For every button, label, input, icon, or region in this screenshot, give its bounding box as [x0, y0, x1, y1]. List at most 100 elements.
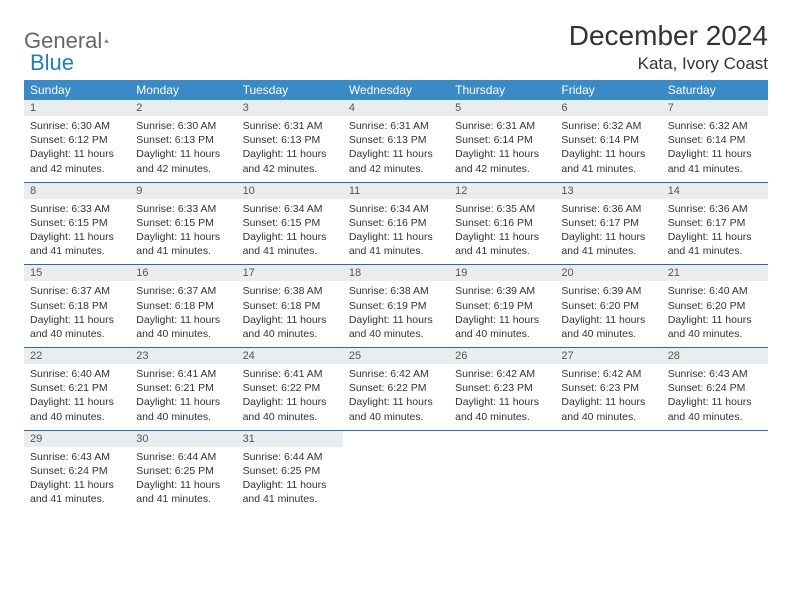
day-number-cell: 28	[662, 348, 768, 365]
sunset-text: Sunset: 6:13 PM	[243, 133, 337, 147]
day-number-cell: 30	[130, 430, 236, 447]
sunset-text: Sunset: 6:13 PM	[136, 133, 230, 147]
day-details-cell: Sunrise: 6:39 AMSunset: 6:19 PMDaylight:…	[449, 281, 555, 347]
daylight-text: Daylight: 11 hours and 40 minutes.	[561, 395, 655, 423]
day-number-cell: 14	[662, 182, 768, 199]
daylight-text: Daylight: 11 hours and 40 minutes.	[136, 395, 230, 423]
sunset-text: Sunset: 6:23 PM	[455, 381, 549, 395]
sunset-text: Sunset: 6:24 PM	[668, 381, 762, 395]
day-details-row: Sunrise: 6:30 AMSunset: 6:12 PMDaylight:…	[24, 116, 768, 182]
sunset-text: Sunset: 6:20 PM	[561, 299, 655, 313]
daylight-text: Daylight: 11 hours and 41 minutes.	[668, 147, 762, 175]
sunset-text: Sunset: 6:14 PM	[668, 133, 762, 147]
daylight-text: Daylight: 11 hours and 42 minutes.	[136, 147, 230, 175]
daylight-text: Daylight: 11 hours and 40 minutes.	[668, 313, 762, 341]
daylight-text: Daylight: 11 hours and 41 minutes.	[349, 230, 443, 258]
sunrise-text: Sunrise: 6:44 AM	[136, 450, 230, 464]
day-number-cell: 16	[130, 265, 236, 282]
daylight-text: Daylight: 11 hours and 41 minutes.	[561, 147, 655, 175]
day-number-cell: 27	[555, 348, 661, 365]
daylight-text: Daylight: 11 hours and 40 minutes.	[349, 313, 443, 341]
sunset-text: Sunset: 6:19 PM	[349, 299, 443, 313]
location: Kata, Ivory Coast	[569, 54, 768, 74]
title-block: December 2024 Kata, Ivory Coast	[569, 20, 768, 74]
day-number-cell	[343, 430, 449, 447]
daylight-text: Daylight: 11 hours and 41 minutes.	[561, 230, 655, 258]
day-details-cell: Sunrise: 6:31 AMSunset: 6:13 PMDaylight:…	[343, 116, 449, 182]
daylight-text: Daylight: 11 hours and 40 minutes.	[30, 395, 124, 423]
day-details-cell: Sunrise: 6:39 AMSunset: 6:20 PMDaylight:…	[555, 281, 661, 347]
day-details-cell: Sunrise: 6:34 AMSunset: 6:15 PMDaylight:…	[237, 199, 343, 265]
header: General December 2024 Kata, Ivory Coast	[24, 20, 768, 74]
sunset-text: Sunset: 6:15 PM	[136, 216, 230, 230]
day-details-cell: Sunrise: 6:42 AMSunset: 6:22 PMDaylight:…	[343, 364, 449, 430]
sunrise-text: Sunrise: 6:38 AM	[243, 284, 337, 298]
sunrise-text: Sunrise: 6:39 AM	[455, 284, 549, 298]
daylight-text: Daylight: 11 hours and 41 minutes.	[30, 478, 124, 506]
sunrise-text: Sunrise: 6:34 AM	[243, 202, 337, 216]
sunrise-text: Sunrise: 6:41 AM	[243, 367, 337, 381]
day-details-cell: Sunrise: 6:36 AMSunset: 6:17 PMDaylight:…	[555, 199, 661, 265]
logo: General	[24, 20, 132, 54]
daylight-text: Daylight: 11 hours and 40 minutes.	[243, 313, 337, 341]
day-number-cell: 7	[662, 100, 768, 116]
sunset-text: Sunset: 6:14 PM	[561, 133, 655, 147]
daylight-text: Daylight: 11 hours and 40 minutes.	[455, 313, 549, 341]
sunrise-text: Sunrise: 6:30 AM	[30, 119, 124, 133]
weekday-header: Wednesday	[343, 80, 449, 100]
sunrise-text: Sunrise: 6:37 AM	[30, 284, 124, 298]
day-details-cell	[662, 447, 768, 513]
daylight-text: Daylight: 11 hours and 42 minutes.	[349, 147, 443, 175]
day-number-cell: 4	[343, 100, 449, 116]
day-number-cell: 22	[24, 348, 130, 365]
day-number-cell: 25	[343, 348, 449, 365]
day-number-cell: 3	[237, 100, 343, 116]
daylight-text: Daylight: 11 hours and 40 minutes.	[349, 395, 443, 423]
day-details-cell: Sunrise: 6:38 AMSunset: 6:19 PMDaylight:…	[343, 281, 449, 347]
sunrise-text: Sunrise: 6:34 AM	[349, 202, 443, 216]
day-details-cell: Sunrise: 6:37 AMSunset: 6:18 PMDaylight:…	[130, 281, 236, 347]
daylight-text: Daylight: 11 hours and 41 minutes.	[30, 230, 124, 258]
sunset-text: Sunset: 6:18 PM	[30, 299, 124, 313]
daylight-text: Daylight: 11 hours and 40 minutes.	[136, 313, 230, 341]
day-details-cell: Sunrise: 6:40 AMSunset: 6:21 PMDaylight:…	[24, 364, 130, 430]
day-number-cell: 29	[24, 430, 130, 447]
daylight-text: Daylight: 11 hours and 41 minutes.	[136, 230, 230, 258]
sunrise-text: Sunrise: 6:32 AM	[561, 119, 655, 133]
day-details-cell: Sunrise: 6:34 AMSunset: 6:16 PMDaylight:…	[343, 199, 449, 265]
day-number-cell: 26	[449, 348, 555, 365]
sunset-text: Sunset: 6:16 PM	[455, 216, 549, 230]
day-number-cell: 18	[343, 265, 449, 282]
day-details-cell: Sunrise: 6:31 AMSunset: 6:14 PMDaylight:…	[449, 116, 555, 182]
logo-sail-icon	[104, 30, 109, 52]
sunrise-text: Sunrise: 6:44 AM	[243, 450, 337, 464]
sunrise-text: Sunrise: 6:43 AM	[30, 450, 124, 464]
sunset-text: Sunset: 6:18 PM	[136, 299, 230, 313]
day-details-cell: Sunrise: 6:43 AMSunset: 6:24 PMDaylight:…	[662, 364, 768, 430]
daylight-text: Daylight: 11 hours and 41 minutes.	[455, 230, 549, 258]
weekday-header: Sunday	[24, 80, 130, 100]
daylight-text: Daylight: 11 hours and 40 minutes.	[668, 395, 762, 423]
day-number-row: 22232425262728	[24, 348, 768, 365]
sunset-text: Sunset: 6:13 PM	[349, 133, 443, 147]
day-details-cell: Sunrise: 6:30 AMSunset: 6:13 PMDaylight:…	[130, 116, 236, 182]
day-number-cell: 10	[237, 182, 343, 199]
day-number-cell: 31	[237, 430, 343, 447]
daylight-text: Daylight: 11 hours and 42 minutes.	[243, 147, 337, 175]
month-title: December 2024	[569, 20, 768, 52]
day-details-cell: Sunrise: 6:36 AMSunset: 6:17 PMDaylight:…	[662, 199, 768, 265]
day-number-cell: 11	[343, 182, 449, 199]
daylight-text: Daylight: 11 hours and 41 minutes.	[243, 478, 337, 506]
day-details-cell: Sunrise: 6:33 AMSunset: 6:15 PMDaylight:…	[130, 199, 236, 265]
day-number-cell: 23	[130, 348, 236, 365]
sunset-text: Sunset: 6:17 PM	[561, 216, 655, 230]
sunrise-text: Sunrise: 6:38 AM	[349, 284, 443, 298]
sunrise-text: Sunrise: 6:31 AM	[455, 119, 549, 133]
day-details-cell: Sunrise: 6:41 AMSunset: 6:22 PMDaylight:…	[237, 364, 343, 430]
sunrise-text: Sunrise: 6:43 AM	[668, 367, 762, 381]
day-details-row: Sunrise: 6:33 AMSunset: 6:15 PMDaylight:…	[24, 199, 768, 265]
day-details-row: Sunrise: 6:43 AMSunset: 6:24 PMDaylight:…	[24, 447, 768, 513]
day-details-cell: Sunrise: 6:38 AMSunset: 6:18 PMDaylight:…	[237, 281, 343, 347]
day-details-cell: Sunrise: 6:30 AMSunset: 6:12 PMDaylight:…	[24, 116, 130, 182]
day-number-row: 293031	[24, 430, 768, 447]
